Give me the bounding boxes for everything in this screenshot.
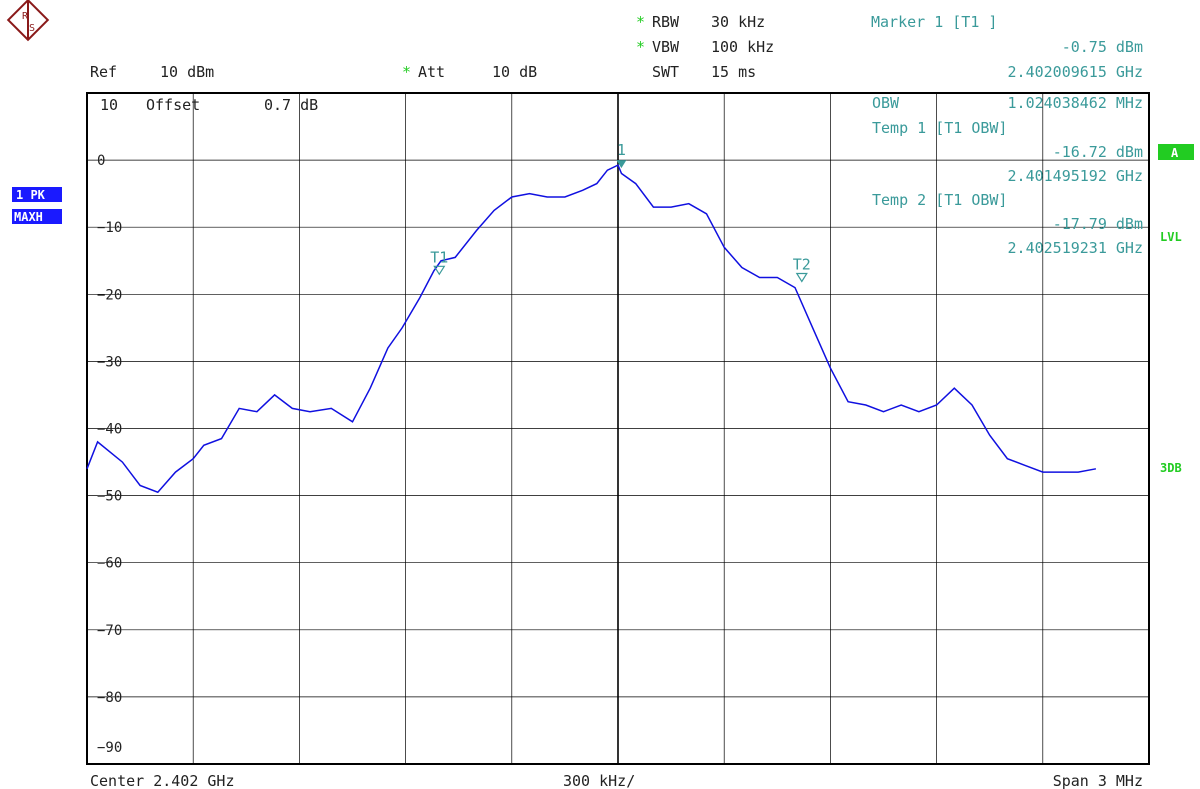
marker-t2-label: T2 — [793, 255, 811, 273]
temp2-level: -17.79 dBm — [1053, 215, 1143, 233]
temp1-frequency: 2.401495192 GHz — [1008, 167, 1143, 185]
y-tick-label: −10 — [97, 220, 122, 236]
temp1-level: -16.72 dBm — [1053, 143, 1143, 161]
trace-markers: 1 T1 T2 — [430, 141, 811, 281]
y-tick-label: −40 — [97, 422, 122, 438]
marker-t2-triangle — [797, 273, 807, 281]
trigger-a-badge: A — [1158, 144, 1194, 160]
obw-value: 1.024038462 MHz — [1008, 94, 1143, 112]
swt-label: SWT — [652, 63, 679, 81]
marker-frequency: 2.402009615 GHz — [1008, 63, 1143, 81]
y-tick-label: −50 — [97, 489, 122, 505]
division-scale: 300 kHz/ — [563, 772, 635, 789]
y-tick-labels: 0 −10 −20 −30 −40 −50 −60 −70 −80 −90 — [97, 153, 122, 756]
att-label: Att — [418, 63, 445, 81]
vbw-star: * — [636, 38, 645, 56]
trace-mode-pk-badge: 1 PK — [12, 187, 62, 202]
marker-level: -0.75 dBm — [1062, 38, 1143, 56]
temp2-label: Temp 2 [T1 OBW] — [872, 191, 1007, 209]
y-tick-label: −70 — [97, 623, 122, 639]
vbw-label: VBW — [652, 38, 680, 56]
y-tick-label: −60 — [97, 556, 122, 572]
y-tick-label: −80 — [97, 690, 122, 706]
svg-text:MAXH: MAXH — [14, 210, 43, 224]
att-value: 10 dB — [492, 63, 537, 81]
att-star: * — [402, 63, 411, 81]
obw-label: OBW — [872, 94, 900, 112]
svg-text:A: A — [1171, 146, 1179, 160]
spectrum-trace — [87, 165, 1096, 492]
swt-value: 15 ms — [711, 63, 756, 81]
y-tick-label: 0 — [97, 153, 105, 169]
svg-text:1 PK: 1 PK — [16, 188, 46, 202]
rbw-label: RBW — [652, 13, 680, 31]
y-tick-label: −90 — [97, 740, 122, 756]
rbw-value: 30 kHz — [711, 13, 765, 31]
temp1-label: Temp 1 [T1 OBW] — [872, 119, 1007, 137]
svg-text:R: R — [22, 11, 29, 22]
rs-logo-icon: R S — [8, 0, 48, 40]
marker-title: Marker 1 [T1 ] — [871, 13, 997, 31]
marker-1-label: 1 — [617, 141, 626, 159]
marker-t1-label: T1 — [430, 248, 448, 266]
span-value: Span 3 MHz — [1053, 772, 1143, 789]
rbw-star: * — [636, 13, 645, 31]
trace-mode-maxh-badge: MAXH — [12, 209, 62, 224]
3db-badge: 3DB — [1160, 461, 1182, 475]
y-tick-label: −20 — [97, 287, 122, 303]
center-frequency: Center 2.402 GHz — [90, 772, 235, 789]
offset-value: 0.7 dB — [264, 96, 318, 114]
temp2-frequency: 2.402519231 GHz — [1008, 239, 1143, 257]
y-tick-label: −30 — [97, 354, 122, 370]
svg-text:S: S — [29, 23, 35, 34]
ref-label: Ref — [90, 63, 117, 81]
ref-value: 10 dBm — [160, 63, 214, 81]
offset-label: Offset — [146, 96, 200, 114]
offset-top-label: 10 — [100, 96, 118, 114]
lvl-badge: LVL — [1160, 230, 1182, 244]
vbw-value: 100 kHz — [711, 38, 774, 56]
